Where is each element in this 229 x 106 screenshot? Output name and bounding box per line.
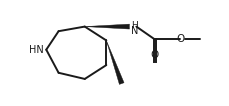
Text: HN: HN	[29, 45, 44, 55]
Polygon shape	[106, 40, 123, 84]
Text: O: O	[150, 50, 158, 60]
Text: O: O	[175, 34, 184, 44]
Text: H: H	[130, 21, 137, 30]
Text: N: N	[130, 26, 138, 36]
Polygon shape	[85, 24, 129, 29]
